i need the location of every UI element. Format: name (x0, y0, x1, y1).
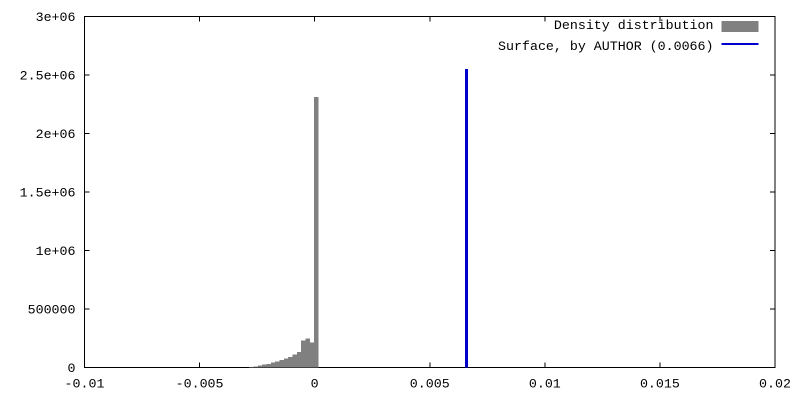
svg-text:0.01: 0.01 (529, 376, 561, 391)
svg-text:500000: 500000 (28, 302, 76, 317)
svg-text:0.005: 0.005 (410, 376, 450, 391)
svg-text:1e+06: 1e+06 (36, 244, 76, 259)
svg-text:1.5e+06: 1.5e+06 (20, 185, 76, 200)
svg-text:0: 0 (311, 376, 319, 391)
svg-text:Surface, by AUTHOR (0.0066): Surface, by AUTHOR (0.0066) (498, 39, 713, 54)
svg-text:Density distribution: Density distribution (554, 18, 714, 33)
svg-text:2.5e+06: 2.5e+06 (20, 68, 76, 83)
svg-text:0.02: 0.02 (759, 376, 791, 391)
svg-text:0.015: 0.015 (640, 376, 680, 391)
svg-text:-0.005: -0.005 (176, 376, 224, 391)
svg-text:3e+06: 3e+06 (36, 10, 76, 25)
svg-text:2e+06: 2e+06 (36, 127, 76, 142)
svg-text:0: 0 (68, 361, 76, 376)
svg-text:-0.01: -0.01 (65, 376, 105, 391)
